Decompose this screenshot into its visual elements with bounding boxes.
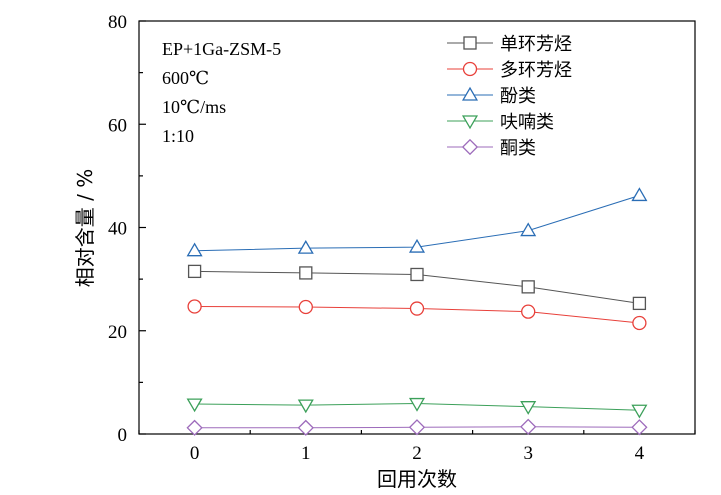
annotation-ratio: 1:10 [162,126,194,146]
legend-marker [462,61,478,77]
data-point [410,267,424,282]
x-tick-label: 4 [635,443,645,464]
y-tick-label: 0 [118,425,128,446]
series-2 [186,187,648,257]
y-tick-label: 60 [108,115,127,136]
data-point [520,401,537,415]
legend-item: 酚类 [447,86,536,107]
data-point [186,242,203,257]
data-point [521,280,535,294]
annotation-block: EP+1Ga-ZSM-5 600℃ 10℃/ms 1:10 [162,39,281,146]
y-tick-label: 80 [108,12,127,33]
legend-label: 酚类 [500,86,536,107]
data-point [298,299,313,315]
data-point [521,304,536,319]
data-point [408,397,426,412]
data-point [299,266,313,280]
y-axis-title: 相对含量 / % [73,169,97,287]
data-point [520,418,537,435]
legend-label: 呋喃类 [500,112,554,133]
data-point [520,222,537,237]
data-point [186,419,203,436]
data-point [297,399,314,414]
y-tick-label: 40 [108,219,127,240]
series-1 [187,299,647,331]
data-point [631,419,648,436]
annotation-heating-rate: 10℃/ms [162,97,226,117]
data-point [409,301,425,316]
series-layer [186,187,648,436]
plot-frame [138,20,696,435]
series-3 [186,397,648,419]
series-0 [187,264,647,311]
legend-marker [463,36,477,50]
data-point [632,296,647,311]
x-tick-label: 3 [523,443,533,464]
y-tick-label: 20 [108,322,127,343]
legend-label: 酮类 [500,138,536,159]
data-point [187,264,202,279]
annotation-temperature: 600℃ [162,68,209,88]
x-tick-label: 1 [301,443,311,464]
y-axis: 0 20 40 60 80 [108,12,146,446]
data-point [631,404,648,419]
legend-item: 酮类 [447,138,536,159]
legend-label: 多环芳烃 [500,60,572,81]
data-point [297,239,314,254]
x-tick-label: 2 [412,443,422,464]
x-tick-label: 0 [190,443,200,464]
legend-marker [461,138,479,156]
data-point [297,419,314,436]
legend-marker [461,115,479,130]
legend-item: 单环芳烃 [447,34,572,55]
legend-item: 多环芳烃 [447,60,572,81]
data-point [408,238,426,253]
legend-label: 单环芳烃 [500,34,572,55]
data-point [187,299,202,314]
data-point [631,187,648,202]
legend-item: 呋喃类 [447,112,554,133]
data-point [632,315,647,331]
data-point [186,398,203,413]
legend-marker [461,86,479,101]
annotation-catalyst: EP+1Ga-ZSM-5 [162,39,281,59]
series-4 [186,418,648,436]
data-point [408,419,426,436]
x-axis-title: 回用次数 [377,467,457,491]
